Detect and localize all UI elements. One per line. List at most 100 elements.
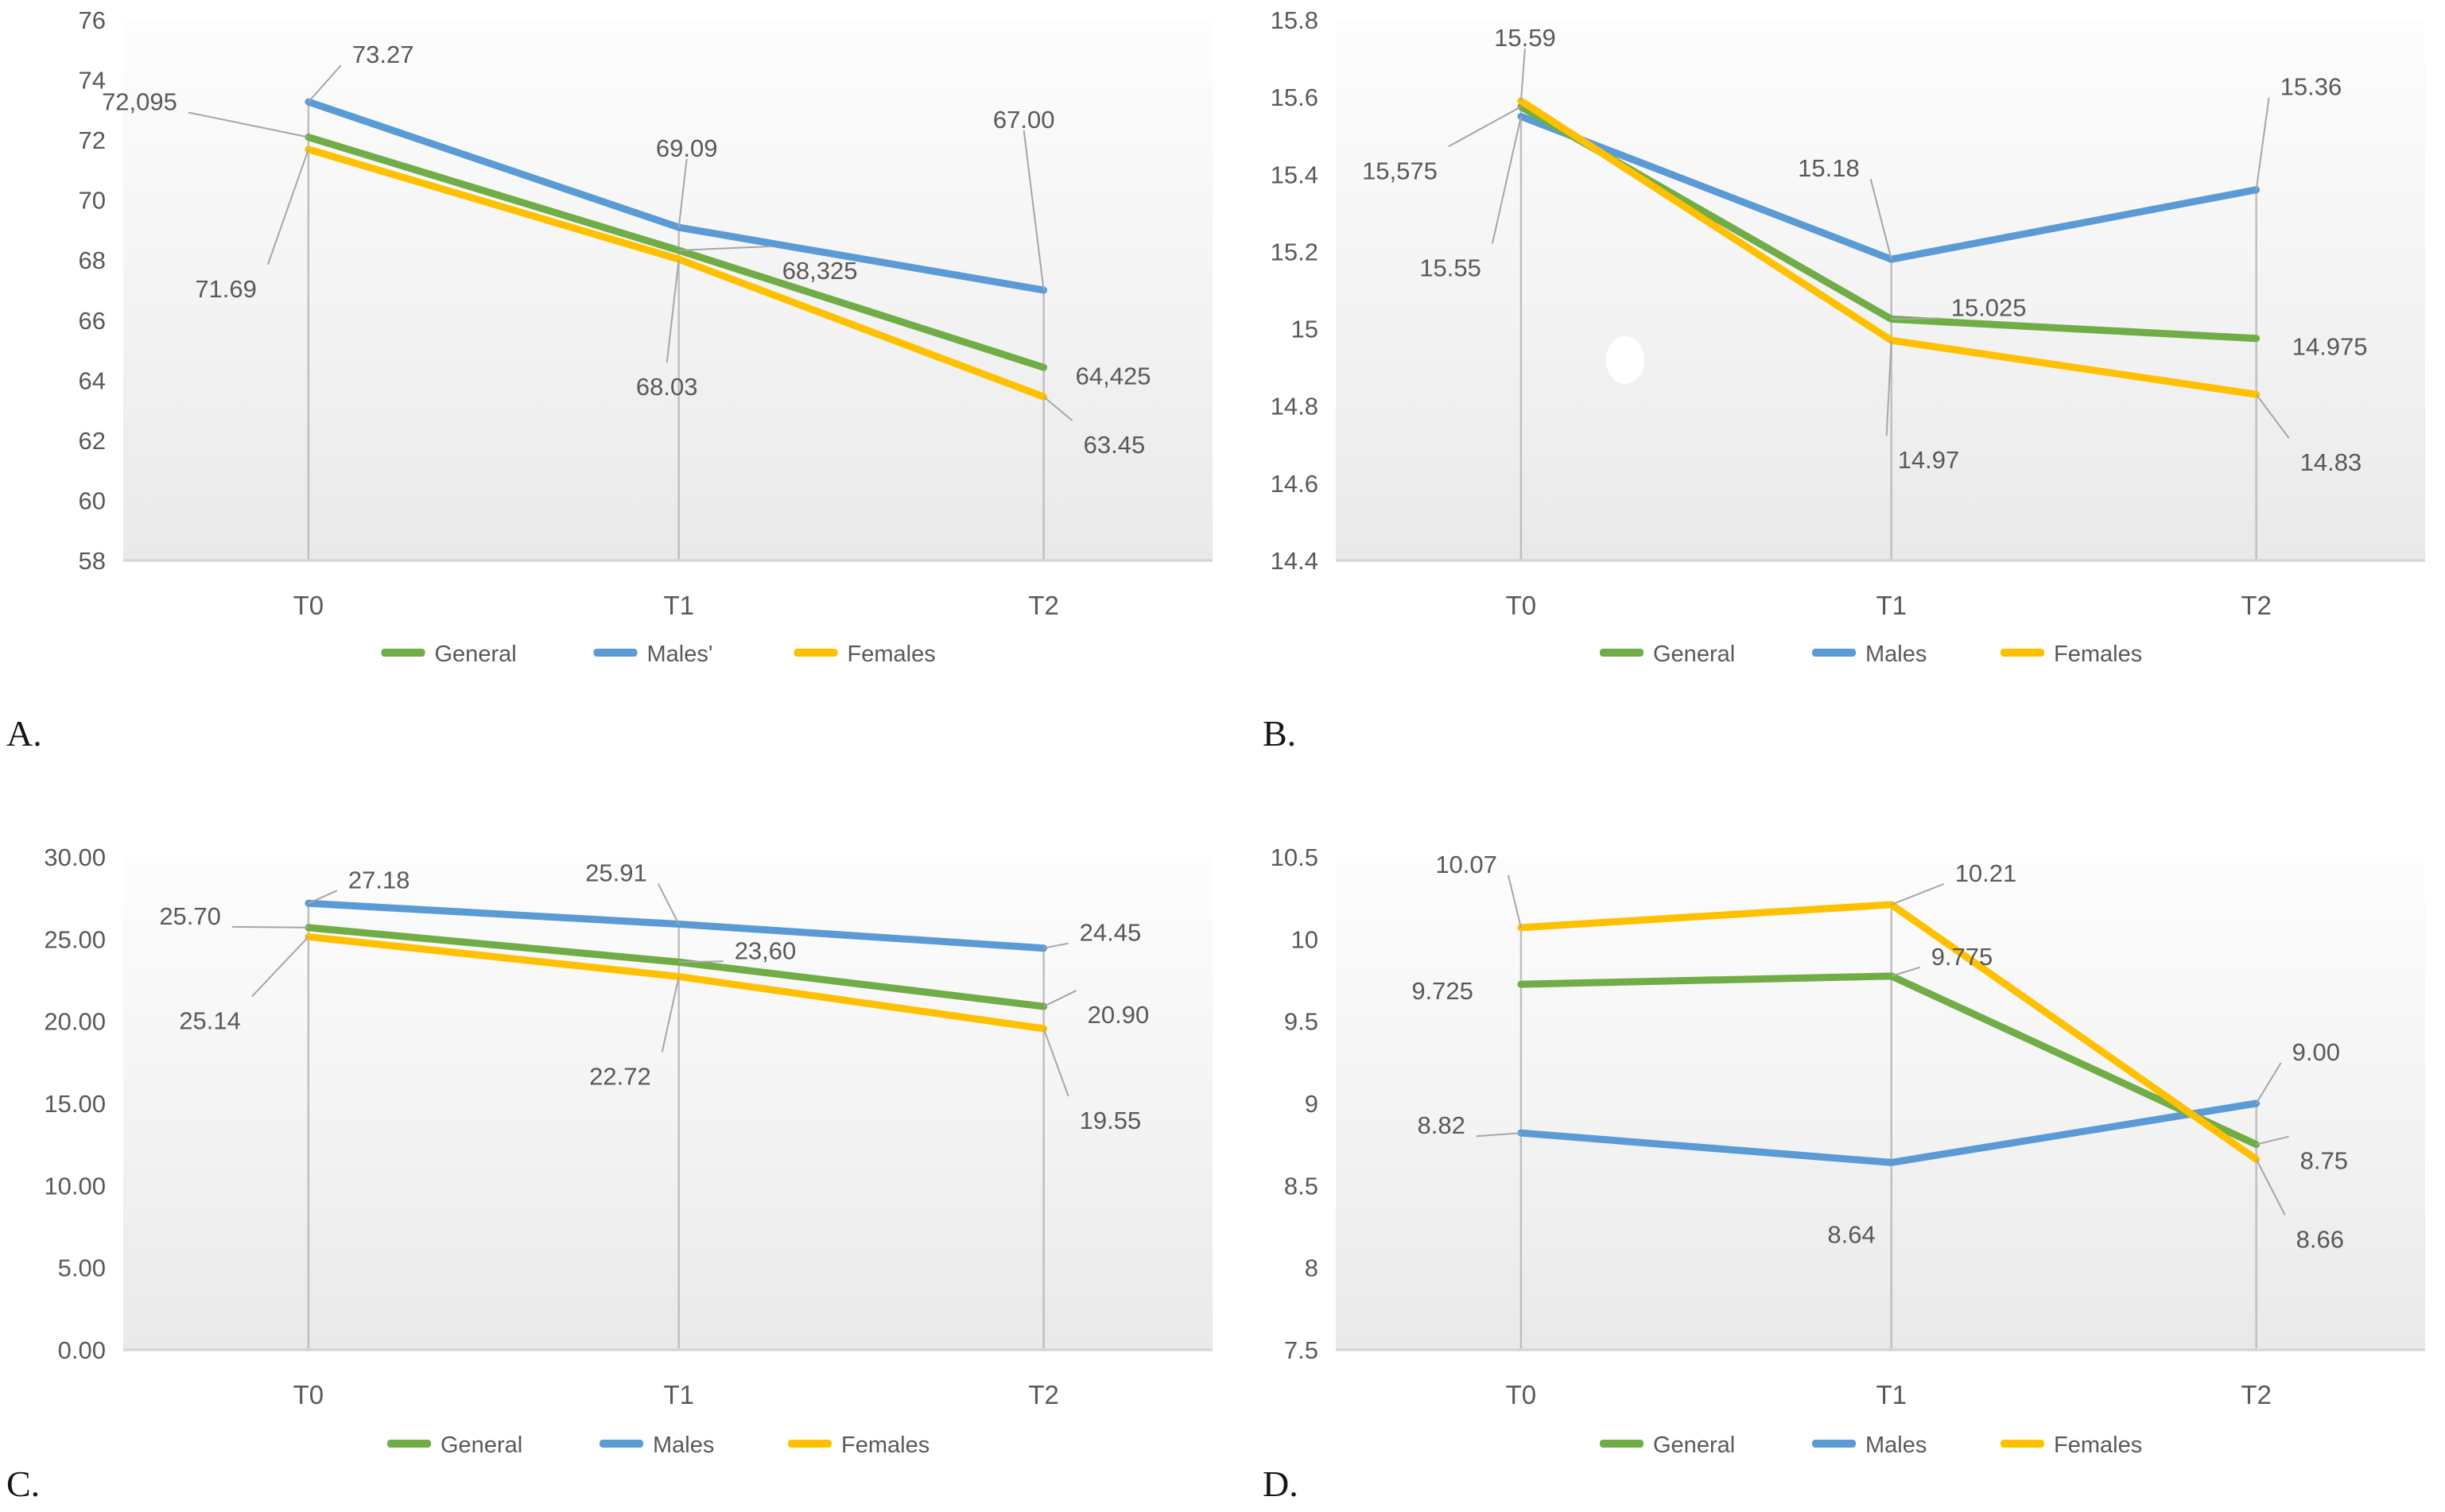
legend-item-females: Females [2001,642,2142,667]
legend-swatch [1600,649,1644,657]
label-leader-line [1891,883,1945,905]
label-leader-line [1491,116,1522,244]
data-label-general-t0: 72,095 [102,88,177,116]
y-tick-label: 30.00 [44,843,106,871]
x-tick-label-t0: T0 [293,1380,324,1409]
label-leader-line [1885,340,1892,436]
x-tick-label-t0: T0 [293,591,324,620]
y-tick-label: 15.6 [1271,83,1318,111]
legend-label: Females [2054,1433,2142,1458]
white-dot-artifact [1606,336,1644,384]
data-label-males-t0: 8.82 [1418,1111,1465,1139]
y-tick-label: 15.00 [44,1090,106,1118]
legend-swatch [2001,1440,2044,1448]
legend-label: Males [1865,642,1927,667]
x-tick-label-t1: T1 [663,591,694,620]
data-label-females-t1: 68.03 [636,373,698,401]
legend-swatch [788,1440,832,1448]
label-leader-line [677,158,688,228]
legend-swatch [1600,1440,1644,1448]
x-tick-label-t2: T2 [1028,591,1059,620]
panel-caption-b: B. [1263,713,1297,754]
y-tick-label: 15.4 [1271,161,1318,188]
y-tick-label: 5.00 [58,1254,106,1282]
data-label-males-t0: 73.27 [352,41,414,68]
legend-label: Females [848,642,936,667]
chart-D: 10.5 10 9.5 9 8.5 8 7.5 9.725 9.775 8.75 8.82 8.64 9… [1271,843,2425,1458]
legend-label: General [435,642,517,667]
legend-swatch [2001,649,2044,657]
figure-panel-c: 30.00 25.00 20.00 15.00 10.00 5.00 0.00 25.70 23… [20,841,1228,1489]
label-leader-line [657,883,680,925]
label-leader-line [1043,990,1077,1007]
data-label-females-t1: 10.21 [1955,859,2017,887]
data-label-females-t1: 22.72 [589,1062,651,1090]
data-label-males-t2: 24.45 [1080,919,1142,947]
panel-caption-c: C. [6,1464,41,1504]
data-label-females-t0: 15.59 [1494,24,1556,52]
data-label-males-t1: 69.09 [656,134,718,162]
data-label-general-t1: 9.775 [1931,943,1993,971]
label-leader-line [308,890,338,905]
label-leader-line [1023,130,1045,291]
label-leader-line [2255,1158,2286,1215]
legend-item-general: General [387,1433,522,1458]
y-tick-label: 60 [79,487,106,514]
x-tick-label-t1: T1 [1876,591,1907,620]
legend-item-general: General [1600,642,1735,667]
y-tick-label: 58 [79,547,106,575]
y-tick-label: 9 [1305,1090,1318,1118]
y-tick-label: 8 [1305,1254,1318,1282]
legend-swatch [1812,1440,1856,1448]
y-tick-label: 9.5 [1284,1008,1318,1036]
label-leader-line [1869,178,1892,260]
legend-swatch [593,649,638,657]
y-tick-label: 8.5 [1284,1172,1318,1200]
label-leader-line [1043,942,1069,949]
label-leader-line [1507,874,1522,929]
label-leader-line [2256,1135,2289,1146]
chart-C: 30.00 25.00 20.00 15.00 10.00 5.00 0.00 25.70 23… [44,843,1213,1458]
label-leader-line [1448,106,1522,148]
label-leader-line [661,976,680,1053]
label-leader-line [678,960,724,963]
label-leader-line [308,64,342,103]
legend-swatch [600,1440,643,1448]
data-label-general-t2: 20.90 [1088,1001,1150,1029]
label-leader-line [1519,48,1526,102]
data-label-females-t1: 14.97 [1898,446,1960,474]
legend-item-general: General [1600,1433,1735,1458]
data-label-general-t0: 9.725 [1411,977,1473,1005]
label-leader-line [1043,396,1073,421]
legend-item-general: General [381,642,517,667]
data-label-females-t2: 63.45 [1084,431,1146,459]
data-label-males-t2: 9.00 [2292,1038,2340,1066]
y-tick-label: 10.5 [1271,843,1318,871]
y-tick-label: 72 [79,126,106,154]
legend-item-males: Males [600,1433,714,1458]
legend-item-males: Males [1812,1433,1927,1458]
chart-A: 76 74 72 70 68 66 64 62 60 58 72,095 68,325 64,425 73… [79,6,1213,667]
data-label-general-t1: 15.025 [1951,293,2027,321]
y-tick-label: 10.00 [44,1172,106,1200]
data-label-females-t2: 14.83 [2300,448,2362,476]
label-leader-line [2255,1062,2282,1104]
x-tick-label-t2: T2 [1028,1380,1059,1409]
data-label-males-t0: 27.18 [348,866,410,894]
y-tick-label: 74 [79,67,106,95]
y-tick-label: 20.00 [44,1008,106,1036]
data-label-general-t1: 68,325 [782,257,858,285]
data-label-males-t1: 8.64 [1827,1220,1875,1248]
panel-caption-d: D. [1263,1464,1298,1504]
label-leader-line [678,245,771,251]
legend-item-females: Females [794,642,936,667]
y-tick-label: 15.8 [1271,6,1318,34]
legend-swatch [1812,649,1856,657]
legend-swatch [387,1440,431,1448]
y-tick-label: 66 [79,307,106,335]
data-label-females-t2: 8.66 [2296,1225,2344,1253]
label-leader-line [188,111,309,138]
y-tick-label: 15.2 [1271,238,1318,266]
legend-label: Females [841,1433,929,1458]
legend-label: General [1653,1433,1735,1458]
